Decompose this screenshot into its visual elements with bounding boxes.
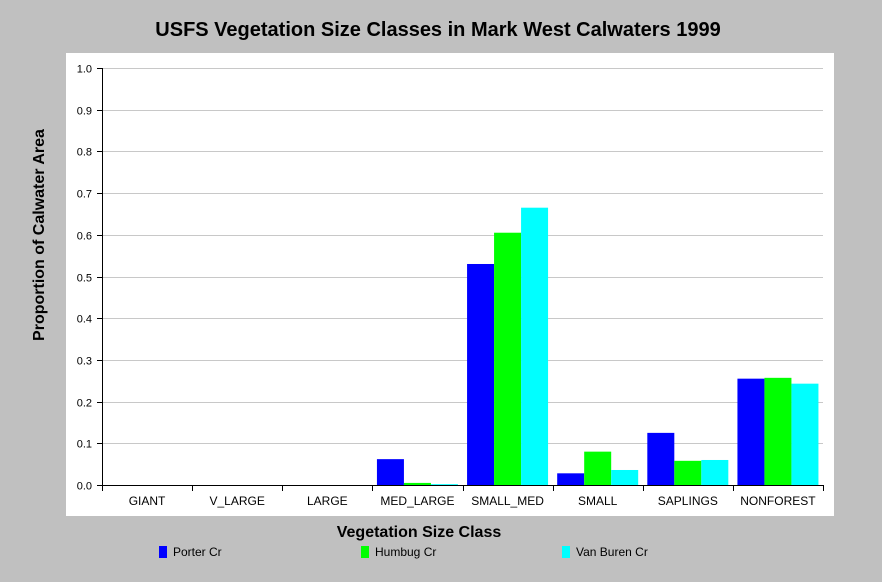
chart-svg: 0.0 0.1 0.2 0.3 0.4 0.5 0.6 0.7 0.8 0.9 1.0 GIANT V_… bbox=[77, 64, 824, 508]
y-axis-title: Proportion of Calwater Area bbox=[31, 129, 48, 341]
x-tick-label: GIANT bbox=[129, 494, 166, 508]
legend-item-humbug-cr: Humbug Cr bbox=[361, 545, 436, 559]
plot-panel: 0.0 0.1 0.2 0.3 0.4 0.5 0.6 0.7 0.8 0.9 1.0 GIANT V_… bbox=[66, 53, 834, 516]
bar-van-buren-cr-small bbox=[611, 469, 639, 485]
legend-label-porter-cr: Porter Cr bbox=[173, 545, 222, 559]
y-tick-label: 0.6 bbox=[77, 231, 92, 243]
y-tick-label: 0.8 bbox=[77, 147, 92, 159]
y-tick-label: 0.9 bbox=[77, 106, 92, 118]
y-tick-label: 0.2 bbox=[77, 398, 92, 410]
x-axis-title: Vegetation Size Class bbox=[336, 524, 502, 541]
bar-van-buren-cr-small_med bbox=[521, 207, 549, 485]
bar-humbug-cr-small bbox=[584, 451, 612, 485]
x-tick-label: NONFOREST bbox=[740, 494, 816, 508]
x-tick-label: LARGE bbox=[307, 494, 348, 508]
y-tick-label: 0.1 bbox=[77, 439, 92, 451]
y-tick-label: 0.3 bbox=[77, 356, 92, 368]
bar-van-buren-cr-saplings bbox=[701, 459, 729, 485]
y-tick-label: 1.0 bbox=[77, 64, 92, 76]
bar-humbug-cr-med_large bbox=[403, 482, 431, 485]
chart-title: USFS Vegetation Size Classes in Mark Wes… bbox=[155, 19, 721, 41]
x-tick-label: MED_LARGE bbox=[380, 494, 454, 508]
legend-swatch-porter-cr bbox=[159, 546, 167, 558]
legend-item-porter-cr: Porter Cr bbox=[159, 545, 222, 559]
y-tick-label: 0.4 bbox=[77, 314, 92, 326]
bar-humbug-cr-nonforest bbox=[764, 377, 792, 485]
bar-porter-cr-med_large bbox=[376, 459, 404, 485]
x-tick-label: SMALL bbox=[578, 494, 618, 508]
bar-porter-cr-small bbox=[557, 473, 585, 485]
y-tick-label: 0.5 bbox=[77, 273, 92, 285]
bar-humbug-cr-saplings bbox=[674, 460, 702, 485]
x-tick-label: V_LARGE bbox=[210, 494, 265, 508]
y-tick-label: 0.7 bbox=[77, 189, 92, 201]
legend-label-humbug-cr: Humbug Cr bbox=[375, 545, 437, 559]
x-tick-label: SMALL_MED bbox=[471, 494, 544, 508]
bar-humbug-cr-small_med bbox=[494, 232, 522, 485]
bar-van-buren-cr-med_large bbox=[430, 484, 458, 485]
legend-label-van-buren-cr: Van Buren Cr bbox=[576, 545, 648, 559]
bar-van-buren-cr-nonforest bbox=[791, 383, 819, 485]
bar-porter-cr-saplings bbox=[647, 432, 675, 485]
bar-porter-cr-small_med bbox=[467, 263, 495, 485]
bar-porter-cr-nonforest bbox=[737, 378, 765, 485]
y-tick-label: 0.0 bbox=[77, 481, 92, 493]
x-tick-label: SAPLINGS bbox=[658, 494, 718, 508]
legend-item-van-buren-cr: Van Buren Cr bbox=[562, 545, 648, 559]
legend-swatch-van-buren-cr bbox=[562, 546, 570, 558]
legend-swatch-humbug-cr bbox=[361, 546, 369, 558]
legend: Porter Cr Humbug Cr Van Buren Cr bbox=[0, 545, 882, 565]
